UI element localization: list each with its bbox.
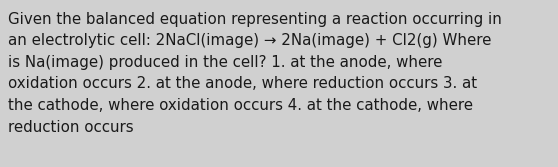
Text: Given the balanced equation representing a reaction occurring in
an electrolytic: Given the balanced equation representing…	[8, 12, 502, 135]
